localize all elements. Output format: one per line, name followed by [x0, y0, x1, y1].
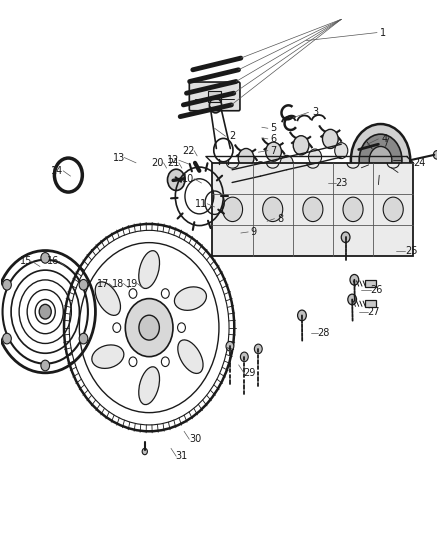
Circle shape [433, 151, 438, 159]
Circle shape [359, 134, 402, 186]
Circle shape [240, 352, 248, 362]
Circle shape [177, 323, 185, 333]
FancyBboxPatch shape [212, 163, 413, 256]
Circle shape [322, 130, 338, 149]
FancyBboxPatch shape [189, 82, 240, 111]
Circle shape [343, 197, 363, 222]
Circle shape [254, 162, 267, 177]
Circle shape [335, 143, 348, 159]
Text: 15: 15 [20, 256, 32, 266]
Text: 23: 23 [335, 177, 347, 188]
Circle shape [369, 147, 392, 174]
Bar [365, 300, 376, 308]
Text: 31: 31 [176, 451, 188, 461]
Circle shape [113, 323, 121, 333]
Text: 26: 26 [370, 286, 382, 295]
Text: 27: 27 [368, 306, 380, 317]
Ellipse shape [174, 287, 206, 310]
Circle shape [79, 279, 88, 290]
Text: 3: 3 [312, 107, 318, 117]
Bar [365, 280, 376, 287]
Circle shape [297, 310, 306, 321]
Circle shape [39, 304, 51, 319]
Circle shape [280, 156, 293, 171]
Text: 19: 19 [126, 279, 138, 288]
Text: 10: 10 [182, 174, 194, 184]
Text: 24: 24 [413, 158, 426, 168]
Text: 20: 20 [152, 158, 164, 168]
Circle shape [142, 448, 148, 455]
Circle shape [167, 169, 185, 190]
Text: 18: 18 [112, 279, 124, 288]
Circle shape [351, 124, 410, 196]
Circle shape [341, 232, 350, 243]
Text: 25: 25 [405, 246, 417, 255]
Text: 11: 11 [195, 199, 208, 209]
Circle shape [3, 279, 11, 290]
Circle shape [139, 315, 159, 340]
Circle shape [3, 333, 11, 344]
Text: 1: 1 [380, 28, 386, 38]
Text: 8: 8 [277, 214, 283, 224]
Circle shape [303, 197, 323, 222]
Text: 29: 29 [244, 368, 256, 378]
Circle shape [226, 342, 234, 351]
Text: 17: 17 [97, 279, 110, 288]
Text: 9: 9 [251, 227, 257, 237]
Text: 28: 28 [318, 328, 330, 338]
Text: 12: 12 [167, 155, 179, 165]
Text: 5: 5 [270, 123, 277, 133]
Text: 4: 4 [382, 134, 388, 144]
Circle shape [254, 344, 262, 354]
Circle shape [129, 357, 137, 367]
Circle shape [308, 149, 321, 165]
Bar [208, 91, 221, 102]
Circle shape [223, 197, 243, 222]
Ellipse shape [178, 340, 203, 374]
Circle shape [161, 357, 169, 367]
Text: 13: 13 [113, 152, 125, 163]
Text: 2: 2 [229, 131, 235, 141]
Ellipse shape [139, 367, 159, 405]
Circle shape [383, 197, 403, 222]
Text: 14: 14 [51, 166, 64, 176]
Text: 16: 16 [47, 256, 59, 266]
Circle shape [41, 253, 49, 263]
Circle shape [238, 149, 254, 167]
Ellipse shape [139, 251, 159, 288]
Circle shape [125, 298, 173, 357]
Circle shape [161, 289, 169, 298]
Ellipse shape [92, 345, 124, 368]
Circle shape [293, 136, 309, 155]
Circle shape [79, 333, 88, 344]
Ellipse shape [95, 282, 120, 316]
Text: 6: 6 [271, 134, 277, 144]
Text: 30: 30 [189, 434, 201, 445]
Circle shape [129, 289, 137, 298]
Circle shape [348, 294, 357, 305]
Text: 22: 22 [182, 146, 194, 156]
Circle shape [263, 197, 283, 222]
Circle shape [350, 274, 359, 285]
Text: 21: 21 [167, 158, 179, 168]
Circle shape [266, 142, 282, 161]
Circle shape [226, 168, 239, 184]
Circle shape [41, 360, 49, 371]
Text: 7: 7 [270, 146, 277, 156]
